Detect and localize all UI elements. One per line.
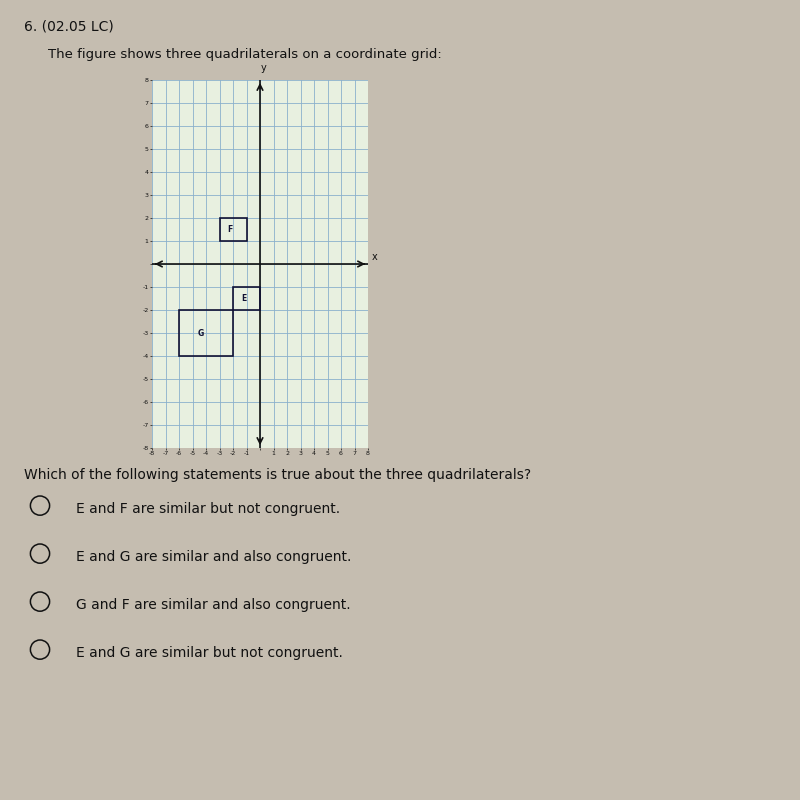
Text: E and G are similar but not congruent.: E and G are similar but not congruent. (76, 646, 343, 660)
Text: The figure shows three quadrilaterals on a coordinate grid:: The figure shows three quadrilaterals on… (48, 48, 442, 61)
Bar (233, 287, 260, 310)
Text: 6. (02.05 LC): 6. (02.05 LC) (24, 20, 114, 34)
Text: x: x (372, 252, 378, 262)
Text: F: F (228, 225, 233, 234)
Text: G: G (198, 329, 204, 338)
Text: G and F are similar and also congruent.: G and F are similar and also congruent. (76, 598, 350, 612)
Bar (179, 310, 233, 356)
Text: E and G are similar and also congruent.: E and G are similar and also congruent. (76, 550, 351, 564)
Text: Which of the following statements is true about the three quadrilaterals?: Which of the following statements is tru… (24, 468, 531, 482)
Text: y: y (261, 63, 267, 73)
Text: E and F are similar but not congruent.: E and F are similar but not congruent. (76, 502, 340, 516)
Bar (219, 218, 246, 241)
Text: E: E (241, 294, 246, 303)
